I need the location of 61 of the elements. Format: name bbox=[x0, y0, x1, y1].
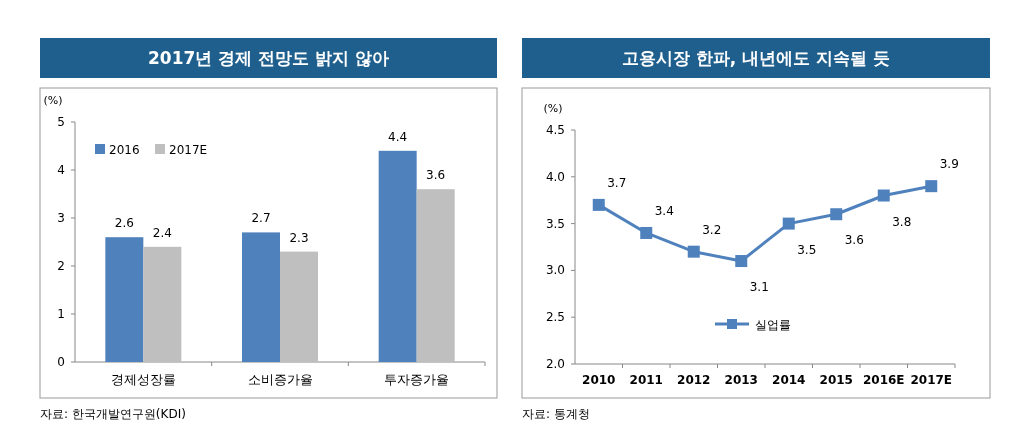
data-label: 4.4 bbox=[388, 129, 408, 144]
y-tick-label: 4.5 bbox=[545, 123, 565, 137]
x-tick-label: 2014 bbox=[772, 373, 806, 387]
x-tick-label: 2017E bbox=[910, 373, 953, 387]
point bbox=[925, 180, 938, 193]
text: 자료: 통계청 bbox=[522, 407, 590, 421]
chart-title: 2017년 경제 전망도 밝지 않아 bbox=[148, 48, 389, 68]
data-label: 2.6 bbox=[114, 216, 134, 231]
bar bbox=[378, 150, 417, 362]
data-label: 3.8 bbox=[892, 214, 912, 229]
data-label: 3.7 bbox=[607, 175, 627, 190]
x-tick-label: 소비증가율 bbox=[247, 372, 313, 387]
x-tick-label: 경제성장률 bbox=[110, 372, 176, 387]
bar bbox=[105, 237, 144, 362]
point bbox=[735, 255, 748, 268]
y-tick-label: 3 bbox=[57, 211, 65, 225]
point bbox=[830, 208, 843, 221]
text: 자료: 한국개발연구원(KDI) bbox=[40, 407, 186, 421]
data-label: 3.5 bbox=[797, 242, 817, 257]
legend-label: 2017E bbox=[169, 143, 208, 157]
x-tick-label: 2012 bbox=[677, 373, 711, 387]
y-tick-label: 2.5 bbox=[545, 310, 565, 325]
x-tick-label: 2011 bbox=[629, 373, 663, 387]
point bbox=[687, 245, 700, 258]
bar bbox=[242, 232, 280, 362]
point bbox=[782, 217, 795, 230]
data-label: 3.6 bbox=[426, 168, 446, 183]
x-tick-label: 2016E bbox=[862, 373, 905, 387]
chart-title: 고용시장 한파, 내년에도 지속될 듯 bbox=[621, 48, 891, 68]
data-label: 2.4 bbox=[152, 225, 172, 240]
point bbox=[640, 226, 653, 239]
y-tick-label: 2.0 bbox=[545, 357, 565, 371]
legend-label: 2016 bbox=[109, 143, 140, 157]
y-axis-title: (%) bbox=[43, 94, 63, 107]
data-label: 3.4 bbox=[654, 203, 674, 218]
bar bbox=[280, 251, 318, 362]
legend-label: 실업률 bbox=[755, 318, 791, 332]
x-tick-label: 2015 bbox=[819, 373, 853, 387]
bar bbox=[416, 189, 455, 362]
x-tick-label: 2010 bbox=[582, 373, 616, 387]
point bbox=[592, 198, 605, 211]
data-label: 3.9 bbox=[939, 157, 959, 172]
y-tick-label: 5 bbox=[57, 115, 65, 129]
y-tick-label: 3.0 bbox=[545, 263, 565, 278]
data-label: 3.2 bbox=[702, 222, 722, 237]
bar bbox=[143, 246, 182, 362]
y-tick-label: 1 bbox=[57, 307, 65, 321]
y-tick-label: 4 bbox=[57, 163, 65, 177]
y-axis-title: (%) bbox=[543, 102, 563, 115]
x-tick-label: 투자증가율 bbox=[384, 372, 450, 387]
point bbox=[877, 189, 890, 202]
y-tick-label: 4.0 bbox=[545, 169, 565, 184]
data-label: 2.7 bbox=[251, 211, 271, 226]
y-tick-label: 0 bbox=[57, 355, 65, 369]
y-tick-label: 2 bbox=[57, 259, 65, 273]
data-label: 3.6 bbox=[844, 233, 864, 248]
data-label: 2.3 bbox=[289, 230, 309, 245]
x-tick-label: 2013 bbox=[724, 373, 758, 387]
y-tick-label: 3.5 bbox=[545, 216, 565, 231]
data-label: 3.1 bbox=[749, 280, 769, 295]
legend: 실업률 bbox=[715, 318, 791, 332]
